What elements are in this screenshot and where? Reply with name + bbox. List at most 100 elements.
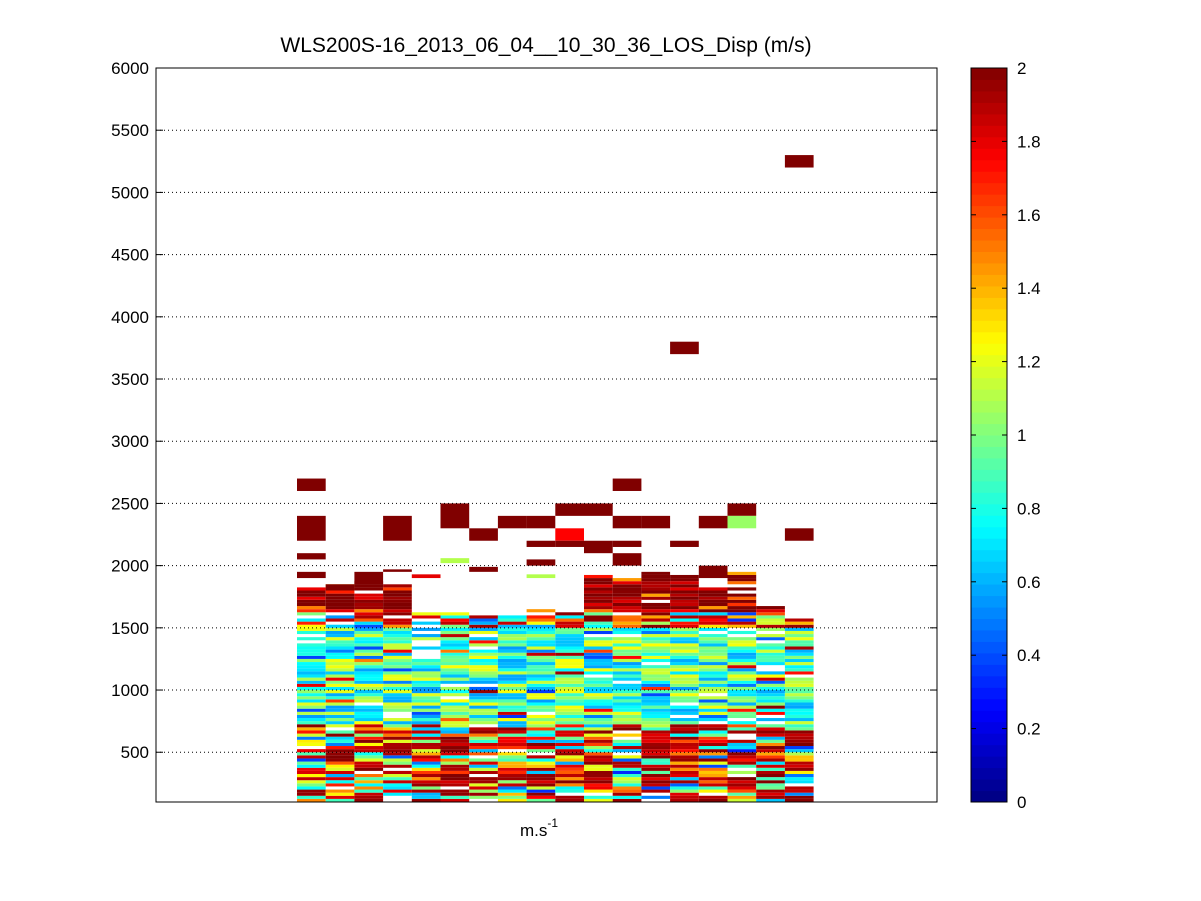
heatmap-cell bbox=[641, 655, 671, 659]
heatmap-cell bbox=[297, 758, 326, 762]
heatmap-cell bbox=[727, 693, 757, 697]
heatmap-cell bbox=[756, 652, 785, 656]
heatmap-cell bbox=[354, 658, 384, 663]
heatmap-cell bbox=[440, 724, 470, 728]
heatmap-cell bbox=[698, 696, 728, 700]
heatmap-cell bbox=[612, 727, 642, 731]
heatmap-cell bbox=[584, 774, 613, 778]
heatmap-cell bbox=[469, 795, 498, 799]
heatmap-cell bbox=[756, 680, 785, 684]
heatmap-cell bbox=[440, 658, 470, 663]
heatmap-cell bbox=[354, 665, 384, 669]
heatmap-cell bbox=[526, 798, 556, 802]
heatmap-cell bbox=[497, 690, 527, 694]
heatmap-cell bbox=[497, 680, 527, 684]
heatmap-cell bbox=[784, 746, 814, 750]
heatmap-cell bbox=[727, 649, 757, 653]
colorbar-step bbox=[971, 435, 1007, 447]
heatmap-cell bbox=[555, 705, 584, 709]
heatmap-cell bbox=[297, 714, 326, 719]
heatmap-cell bbox=[325, 602, 355, 607]
heatmap-cell bbox=[584, 621, 613, 625]
heatmap-cell bbox=[670, 680, 699, 684]
heatmap-cell bbox=[584, 590, 613, 594]
heatmap-cell bbox=[383, 637, 412, 641]
heatmap-cell bbox=[411, 686, 441, 691]
heatmap-cell bbox=[612, 615, 642, 619]
heatmap-cell bbox=[383, 630, 412, 635]
heatmap-cell bbox=[612, 786, 642, 790]
heatmap-cell bbox=[297, 590, 326, 594]
heatmap-cell bbox=[727, 593, 757, 597]
heatmap-cell bbox=[440, 624, 470, 628]
heatmap-cell bbox=[383, 777, 412, 781]
heatmap-cell bbox=[440, 702, 470, 706]
y-tick-label: 2500 bbox=[111, 494, 149, 513]
colorbar-tick-label: 1.6 bbox=[1017, 206, 1041, 225]
heatmap-cell bbox=[440, 652, 470, 656]
heatmap-cell bbox=[497, 655, 527, 659]
heatmap-cell bbox=[383, 677, 412, 681]
heatmap-cell bbox=[440, 643, 470, 647]
heatmap-cell bbox=[612, 714, 642, 719]
heatmap-cell bbox=[297, 643, 326, 647]
heatmap-cell bbox=[325, 593, 355, 597]
heatmap-cell bbox=[670, 630, 699, 635]
heatmap-cell bbox=[727, 789, 757, 793]
heatmap-cell bbox=[526, 727, 556, 731]
heatmap-cell bbox=[383, 652, 412, 656]
heatmap-cell bbox=[383, 680, 412, 684]
heatmap-cell bbox=[727, 749, 757, 753]
heatmap-cell bbox=[641, 581, 671, 585]
heatmap-cell bbox=[584, 612, 613, 616]
heatmap-cell bbox=[784, 690, 814, 694]
heatmap-cell bbox=[555, 665, 584, 669]
heatmap-cell bbox=[756, 742, 785, 747]
heatmap-cell bbox=[325, 696, 355, 700]
heatmap-cell bbox=[325, 761, 355, 765]
heatmap-cell bbox=[641, 752, 671, 756]
heatmap-cell bbox=[411, 767, 441, 771]
heatmap-cell bbox=[612, 599, 642, 603]
heatmap-cell bbox=[297, 609, 326, 613]
heatmap-cell bbox=[469, 690, 498, 694]
heatmap-cell bbox=[584, 606, 613, 610]
heatmap-cell bbox=[440, 668, 470, 672]
heatmap-cell bbox=[584, 596, 613, 600]
heatmap-cell bbox=[469, 746, 498, 750]
heatmap-cell bbox=[727, 652, 757, 656]
heatmap-cell bbox=[297, 571, 326, 579]
heatmap-cell bbox=[612, 761, 642, 765]
heatmap-cell bbox=[727, 658, 757, 663]
heatmap-cell bbox=[297, 721, 326, 725]
colorbar-tick-label: 2 bbox=[1017, 59, 1026, 78]
heatmap-cell bbox=[526, 662, 556, 666]
heatmap-cell bbox=[784, 155, 814, 168]
heatmap-cell bbox=[325, 624, 355, 628]
heatmap-cell bbox=[698, 618, 728, 622]
heatmap-cell bbox=[584, 789, 613, 793]
heatmap-cell bbox=[411, 789, 441, 793]
heatmap-cell bbox=[584, 742, 613, 747]
heatmap-cell bbox=[612, 677, 642, 681]
heatmap-cell bbox=[297, 755, 326, 759]
colorbar-step bbox=[971, 698, 1007, 711]
heatmap-cell bbox=[784, 724, 814, 728]
heatmap-cell bbox=[497, 798, 527, 802]
heatmap-cell bbox=[383, 624, 412, 628]
heatmap-cell bbox=[641, 606, 671, 610]
heatmap-cell bbox=[354, 615, 384, 619]
heatmap-cell bbox=[411, 730, 441, 734]
heatmap-cell bbox=[784, 658, 814, 663]
heatmap-cell bbox=[440, 761, 470, 765]
heatmap-cell bbox=[383, 646, 412, 650]
heatmap-cell bbox=[756, 708, 785, 712]
heatmap-cell bbox=[698, 677, 728, 681]
heatmap-cell bbox=[670, 777, 699, 781]
colorbar-step bbox=[971, 354, 1007, 367]
heatmap-cell bbox=[526, 618, 556, 622]
heatmap-cell bbox=[670, 690, 699, 694]
heatmap-cell bbox=[526, 646, 556, 650]
heatmap-cell bbox=[411, 658, 441, 663]
